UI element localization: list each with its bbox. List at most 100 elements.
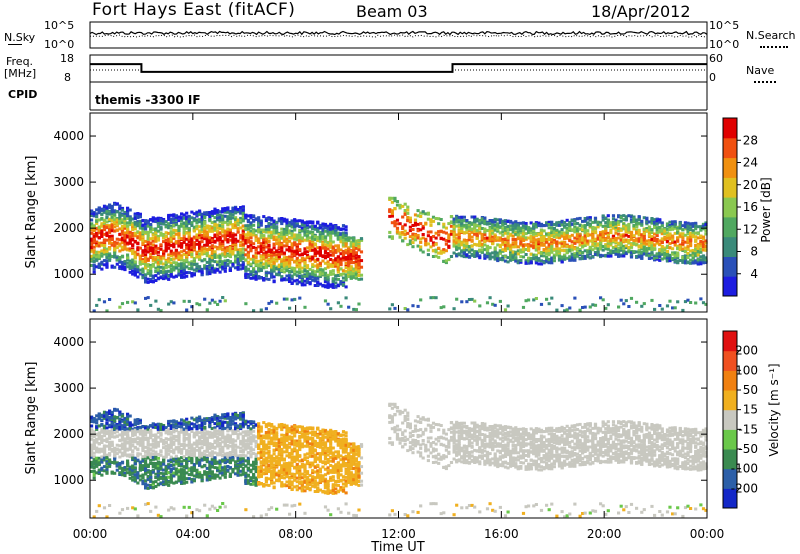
power-cell bbox=[493, 303, 497, 307]
power-cell bbox=[290, 229, 294, 233]
power-cell bbox=[329, 283, 333, 287]
power-cell bbox=[344, 235, 348, 239]
power-cell bbox=[403, 209, 407, 212]
power-cell bbox=[419, 211, 423, 215]
power-cell bbox=[604, 243, 608, 247]
power-cell bbox=[316, 246, 320, 250]
power-cell bbox=[123, 236, 127, 240]
power-cell bbox=[537, 240, 541, 244]
power-cell bbox=[344, 248, 348, 252]
power-cell bbox=[100, 222, 104, 226]
power-cell bbox=[254, 238, 258, 242]
power-cell bbox=[298, 265, 302, 269]
power-cell bbox=[156, 229, 160, 233]
power-cell bbox=[390, 235, 394, 239]
power-cell bbox=[208, 229, 212, 233]
power-cell bbox=[313, 235, 317, 239]
power-cell bbox=[339, 304, 343, 308]
power-cell bbox=[568, 255, 572, 259]
power-cell bbox=[629, 243, 634, 247]
power-cell bbox=[352, 242, 356, 246]
power-cell bbox=[102, 218, 107, 222]
power-cell bbox=[177, 224, 181, 228]
power-cell bbox=[388, 196, 392, 200]
power-cell bbox=[205, 233, 209, 237]
power-cell bbox=[637, 228, 641, 232]
power-cell bbox=[213, 211, 217, 215]
power-cell bbox=[434, 231, 438, 235]
power-cell bbox=[545, 232, 549, 236]
power-cell bbox=[506, 244, 510, 248]
power-cell bbox=[216, 213, 220, 217]
power-cell bbox=[205, 249, 209, 253]
power-cell bbox=[323, 229, 328, 233]
power-cell bbox=[205, 211, 209, 215]
power-cell bbox=[236, 265, 240, 268]
power-cell bbox=[259, 223, 263, 227]
power-cell bbox=[586, 250, 590, 254]
power-cell bbox=[120, 241, 125, 245]
power-cell bbox=[254, 251, 258, 255]
power-cell bbox=[568, 258, 572, 262]
power-cell bbox=[210, 252, 214, 256]
power-cell bbox=[144, 266, 148, 270]
power-cell bbox=[293, 279, 297, 283]
noise-panel bbox=[89, 21, 708, 49]
power-cell bbox=[640, 233, 644, 237]
power-cell bbox=[295, 238, 299, 242]
power-cell bbox=[583, 230, 587, 234]
power-cell bbox=[236, 261, 240, 265]
power-cell bbox=[534, 222, 538, 226]
power-cell bbox=[627, 214, 631, 218]
power-cell bbox=[205, 226, 209, 230]
power-cell bbox=[285, 230, 289, 234]
power-cell bbox=[347, 236, 351, 240]
power-cell bbox=[503, 243, 508, 247]
power-cell bbox=[210, 211, 214, 215]
power-cell bbox=[357, 246, 361, 250]
power-cell bbox=[123, 217, 127, 221]
power-cell bbox=[503, 259, 508, 263]
power-cell bbox=[120, 213, 125, 217]
power-cell bbox=[586, 221, 590, 225]
power-cell bbox=[514, 232, 518, 236]
power-cell bbox=[244, 227, 248, 230]
power-cell bbox=[154, 279, 158, 282]
power-cell bbox=[141, 273, 145, 277]
power-cell bbox=[210, 229, 214, 233]
power-cell bbox=[557, 249, 562, 253]
power-cell bbox=[311, 248, 315, 252]
power-cell bbox=[473, 299, 477, 303]
power-cell bbox=[146, 264, 150, 268]
power-cell bbox=[586, 223, 590, 227]
power-cell bbox=[290, 246, 294, 250]
power-cell bbox=[208, 257, 212, 261]
power-cell bbox=[455, 220, 459, 224]
power-cell bbox=[169, 267, 173, 271]
power-cell bbox=[190, 216, 194, 220]
power-cell bbox=[583, 227, 587, 231]
power-cell bbox=[282, 264, 286, 268]
power-cell bbox=[159, 269, 163, 273]
power-cell bbox=[609, 254, 613, 258]
power-cell bbox=[100, 229, 104, 233]
power-cell bbox=[421, 250, 425, 254]
power-cell bbox=[591, 303, 595, 307]
power-cell bbox=[208, 239, 212, 243]
power-cell bbox=[537, 232, 541, 236]
power-cell bbox=[156, 258, 160, 262]
power-cell bbox=[318, 253, 322, 256]
power-cell bbox=[326, 227, 330, 231]
power-cell bbox=[555, 228, 559, 232]
power-cell bbox=[156, 307, 160, 311]
power-cell bbox=[167, 302, 171, 306]
power-cell bbox=[141, 242, 145, 246]
power-cell bbox=[236, 239, 240, 243]
power-cell bbox=[408, 242, 412, 246]
power-cell bbox=[223, 220, 227, 224]
power-cell bbox=[431, 296, 436, 300]
power-cell bbox=[234, 266, 238, 270]
power-cell bbox=[257, 225, 261, 229]
power-cell bbox=[154, 244, 158, 248]
power-cell bbox=[511, 245, 515, 249]
